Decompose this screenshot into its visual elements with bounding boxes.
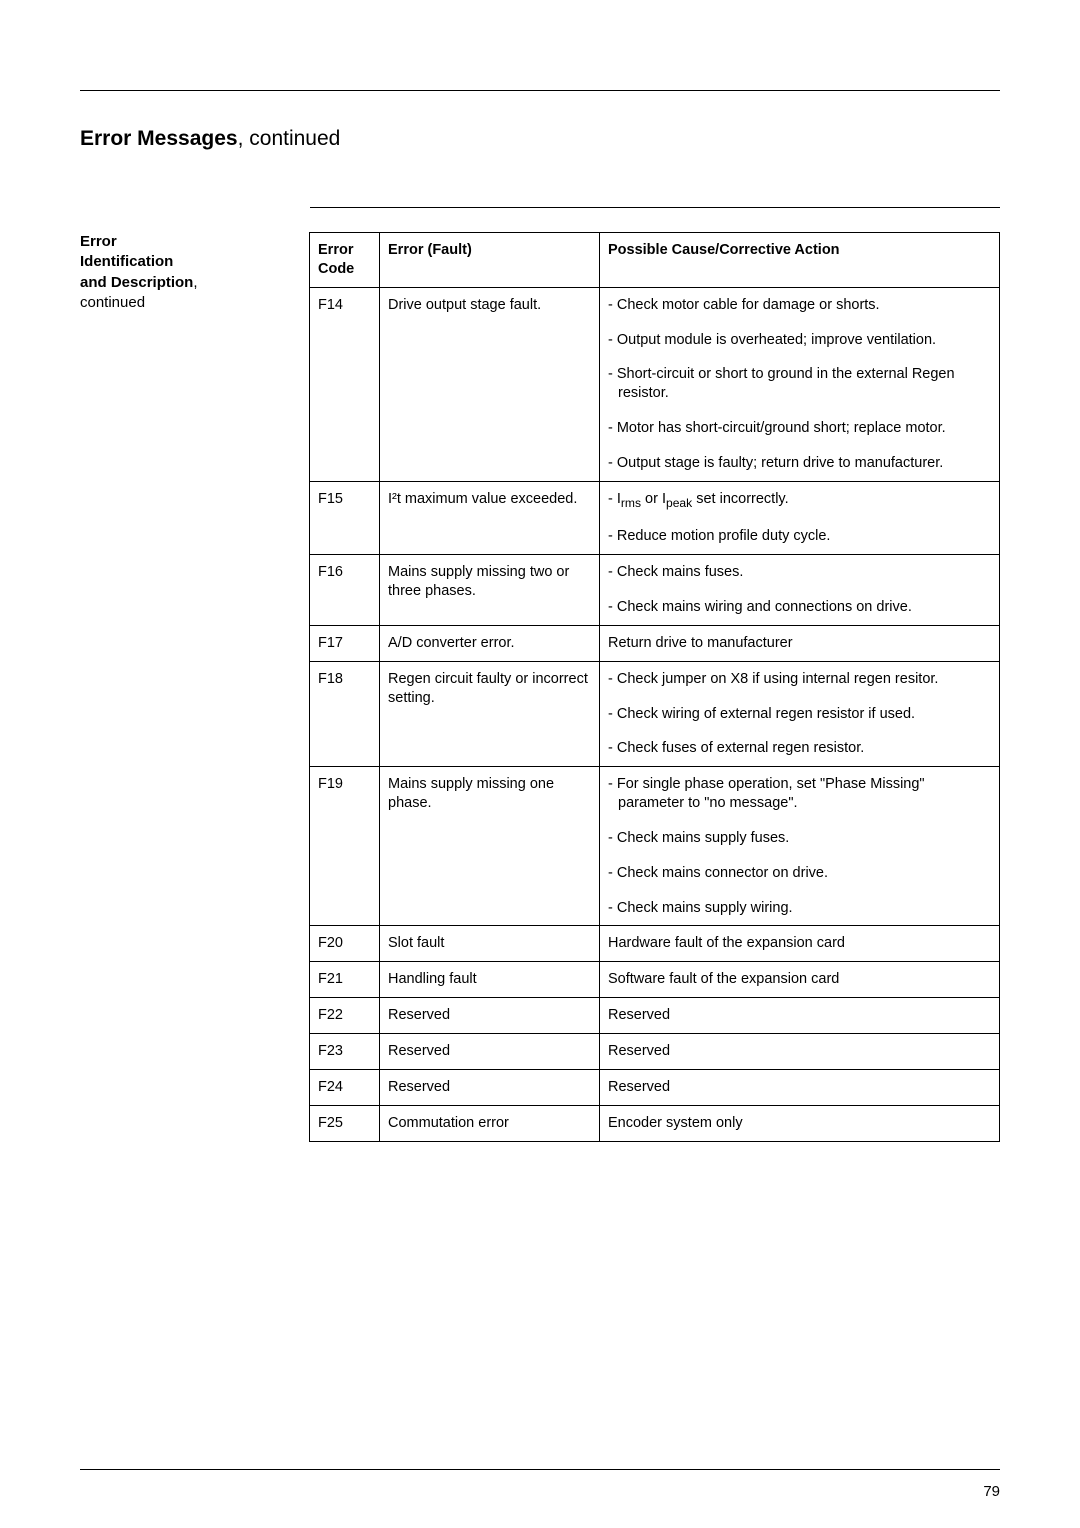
cell-code: F16 xyxy=(310,555,380,626)
header-action: Possible Cause/Corrective Action xyxy=(600,233,1000,288)
cell-code: F15 xyxy=(310,481,380,554)
side-label-l4: continued xyxy=(80,293,289,313)
header-code: Error Code xyxy=(310,233,380,288)
cell-action: Return drive to manufacturer xyxy=(600,625,1000,661)
cell-code: F25 xyxy=(310,1105,380,1141)
action-item: - Irms or Ipeak set incorrectly. xyxy=(608,490,991,512)
cell-fault: Mains supply missing one phase. xyxy=(380,767,600,926)
cell-code: F14 xyxy=(310,287,380,481)
table-row: F17 A/D converter error. Return drive to… xyxy=(310,625,1000,661)
action-item: - Short-circuit or short to ground in th… xyxy=(608,365,991,403)
cell-code: F23 xyxy=(310,1033,380,1069)
cell-code: F18 xyxy=(310,661,380,767)
cell-fault: A/D converter error. xyxy=(380,625,600,661)
cell-fault: Reserved xyxy=(380,1033,600,1069)
cell-action: Encoder system only xyxy=(600,1105,1000,1141)
table-row: F14 Drive output stage fault. - Check mo… xyxy=(310,287,1000,481)
action-item: - Check mains connector on drive. xyxy=(608,864,991,883)
side-label-l1: Error xyxy=(80,232,289,252)
action-item: - Output module is overheated; improve v… xyxy=(608,331,991,350)
table-row: F24 Reserved Reserved xyxy=(310,1069,1000,1105)
cell-code: F21 xyxy=(310,962,380,998)
cell-action: Reserved xyxy=(600,998,1000,1034)
table-row: F23 Reserved Reserved xyxy=(310,1033,1000,1069)
side-label-l3: and Description, xyxy=(80,273,289,293)
mid-rule xyxy=(310,207,1000,208)
table-header-row: Error Code Error (Fault) Possible Cause/… xyxy=(310,233,1000,288)
error-table: Error Code Error (Fault) Possible Cause/… xyxy=(309,232,1000,1142)
cell-code: F20 xyxy=(310,926,380,962)
page-title: Error Messages, continued xyxy=(80,127,1000,151)
cell-code: F24 xyxy=(310,1069,380,1105)
cell-action: Hardware fault of the expansion card xyxy=(600,926,1000,962)
cell-code: F19 xyxy=(310,767,380,926)
table-row: F21 Handling fault Software fault of the… xyxy=(310,962,1000,998)
action-item: - Check mains supply fuses. xyxy=(608,829,991,848)
table-row: F18 Regen circuit faulty or incorrect se… xyxy=(310,661,1000,767)
table-row: F20 Slot fault Hardware fault of the exp… xyxy=(310,926,1000,962)
cell-action: - Check motor cable for damage or shorts… xyxy=(600,287,1000,481)
action-item: - Check jumper on X8 if using internal r… xyxy=(608,670,991,689)
action-item: - Check mains wiring and connections on … xyxy=(608,598,991,617)
cell-fault: Mains supply missing two or three phases… xyxy=(380,555,600,626)
table-row: F22 Reserved Reserved xyxy=(310,998,1000,1034)
cell-fault: Reserved xyxy=(380,1069,600,1105)
table-row: F19 Mains supply missing one phase. - Fo… xyxy=(310,767,1000,926)
action-item: - Check motor cable for damage or shorts… xyxy=(608,296,991,315)
cell-fault: Regen circuit faulty or incorrect settin… xyxy=(380,661,600,767)
cell-action: - Check jumper on X8 if using internal r… xyxy=(600,661,1000,767)
cell-fault: Reserved xyxy=(380,998,600,1034)
cell-fault: Slot fault xyxy=(380,926,600,962)
page-title-text: Error Messages xyxy=(80,127,238,150)
table-row: F15 I²t maximum value exceeded. - Irms o… xyxy=(310,481,1000,554)
action-item: - Motor has short-circuit/ground short; … xyxy=(608,419,991,438)
cell-code: F22 xyxy=(310,998,380,1034)
bottom-rule xyxy=(80,1469,1000,1470)
cell-fault: I²t maximum value exceeded. xyxy=(380,481,600,554)
cell-action: - Irms or Ipeak set incorrectly. - Reduc… xyxy=(600,481,1000,554)
action-item: - Check mains fuses. xyxy=(608,563,991,582)
cell-action: - Check mains fuses. - Check mains wirin… xyxy=(600,555,1000,626)
cell-fault: Drive output stage fault. xyxy=(380,287,600,481)
action-item: - Check wiring of external regen resisto… xyxy=(608,705,991,724)
side-label-l2: Identification xyxy=(80,252,289,272)
header-fault: Error (Fault) xyxy=(380,233,600,288)
page-number: 79 xyxy=(983,1483,1000,1500)
cell-action: Reserved xyxy=(600,1069,1000,1105)
cell-code: F17 xyxy=(310,625,380,661)
action-item: - Check mains supply wiring. xyxy=(608,899,991,918)
cell-fault: Handling fault xyxy=(380,962,600,998)
action-item: - For single phase operation, set "Phase… xyxy=(608,775,991,813)
cell-action: Software fault of the expansion card xyxy=(600,962,1000,998)
table-row: F25 Commutation error Encoder system onl… xyxy=(310,1105,1000,1141)
cell-action: Reserved xyxy=(600,1033,1000,1069)
page-title-cont: , continued xyxy=(238,127,341,150)
action-item: - Check fuses of external regen resistor… xyxy=(608,739,991,758)
table-row: F16 Mains supply missing two or three ph… xyxy=(310,555,1000,626)
action-item: - Reduce motion profile duty cycle. xyxy=(608,527,991,546)
cell-fault: Commutation error xyxy=(380,1105,600,1141)
side-label: Error Identification and Description, co… xyxy=(80,232,309,313)
cell-action: - For single phase operation, set "Phase… xyxy=(600,767,1000,926)
top-rule xyxy=(80,90,1000,91)
action-item: - Output stage is faulty; return drive t… xyxy=(608,454,991,473)
